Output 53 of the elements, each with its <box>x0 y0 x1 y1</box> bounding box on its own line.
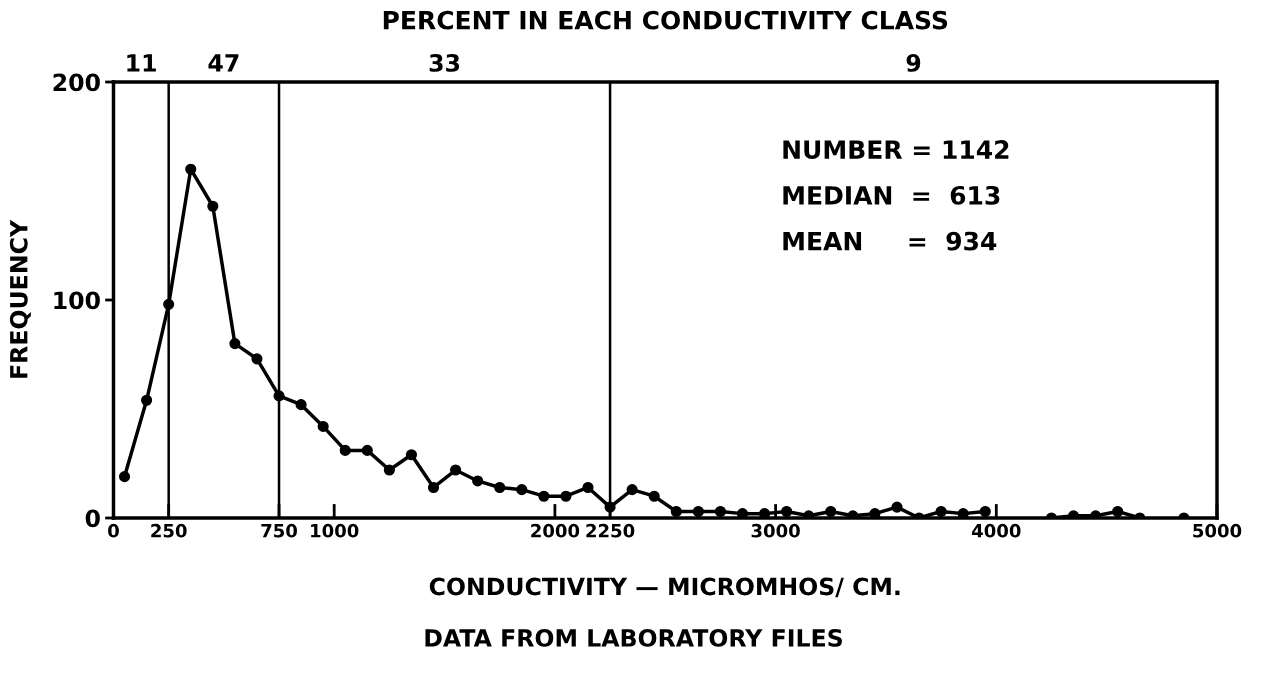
point <box>648 490 660 502</box>
x-axis-title: CONDUCTIVITY — MICROMHOS/ CM. <box>429 577 900 598</box>
point <box>185 163 197 175</box>
annotation: NUMBER = 1142 <box>783 140 1009 160</box>
point <box>1112 505 1124 518</box>
text: 9 <box>906 54 921 72</box>
x-tick-label: 250 <box>151 523 187 538</box>
x-tick-label: 750 <box>261 523 298 538</box>
point <box>538 490 550 502</box>
point <box>317 420 329 432</box>
point <box>383 464 395 476</box>
text: DATA FROM LABORATORY FILES <box>425 628 842 647</box>
point <box>825 505 837 518</box>
text: 11 <box>127 54 156 72</box>
point <box>339 444 351 456</box>
x-tick-label: 1000 <box>311 523 359 538</box>
point <box>450 464 462 476</box>
point <box>935 505 947 518</box>
point <box>118 471 131 483</box>
point <box>207 200 219 212</box>
point <box>251 353 263 365</box>
point <box>141 394 153 406</box>
x-tick-label: 3000 <box>751 523 800 538</box>
point <box>626 484 638 496</box>
point <box>427 481 440 494</box>
point <box>692 505 704 518</box>
annotation: MEAN = 934 <box>783 231 997 251</box>
point <box>405 449 418 461</box>
point <box>670 505 682 518</box>
y-axis-title: FREQUENCY <box>9 219 31 378</box>
point <box>714 505 726 518</box>
point <box>494 481 506 494</box>
point <box>979 505 991 518</box>
x-tick-label: 0 <box>108 523 119 538</box>
text: 33 <box>429 54 460 72</box>
y-tick-label: 100 <box>54 291 100 310</box>
point <box>472 475 484 487</box>
point <box>229 338 241 350</box>
text: 47 <box>208 54 239 72</box>
point <box>361 444 373 456</box>
x-tick-label: 2250 <box>586 523 635 538</box>
point <box>295 399 307 411</box>
point <box>781 505 793 518</box>
point <box>582 481 594 494</box>
y-tick-label: 200 <box>53 73 100 92</box>
chart-title: PERCENT IN EACH CONDUCTIVITY CLASS <box>383 10 948 30</box>
x-tick-label: 5000 <box>1193 523 1242 538</box>
point <box>516 484 528 496</box>
annotation: MEDIAN = 613 <box>783 185 1000 205</box>
x-tick-label: 4000 <box>971 523 1021 538</box>
point <box>891 501 903 513</box>
point <box>560 490 572 502</box>
x-tick-label: 2000 <box>531 523 580 538</box>
